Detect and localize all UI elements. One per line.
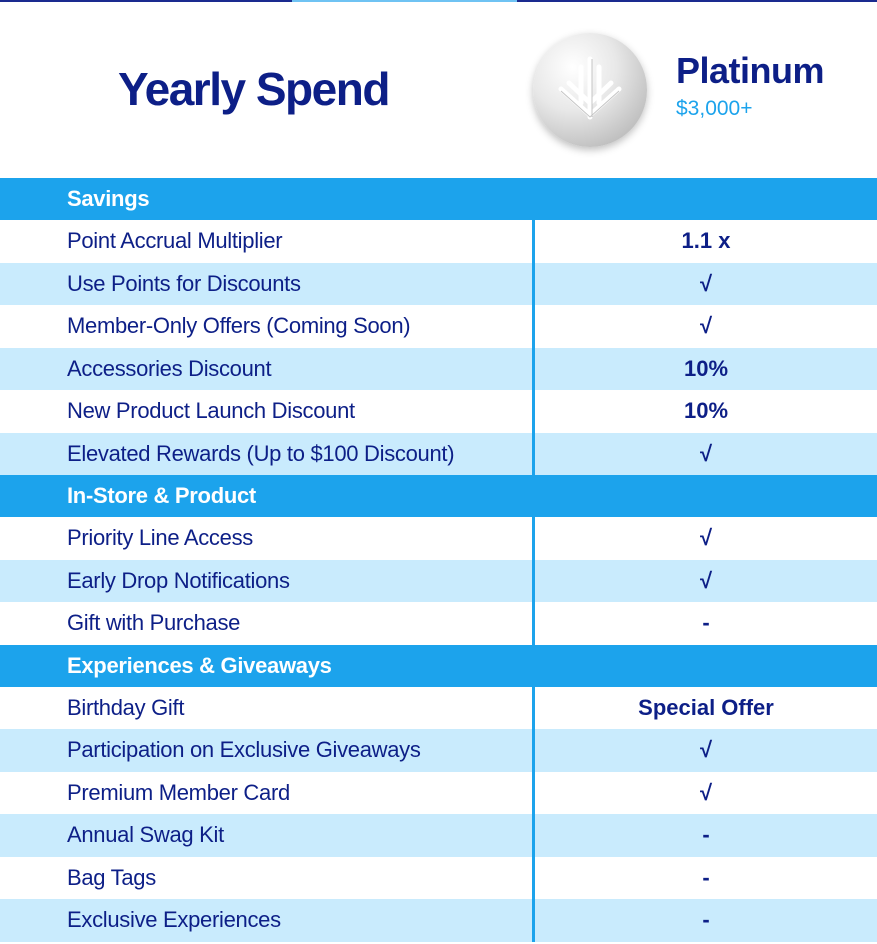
benefit-label: Point Accrual Multiplier xyxy=(67,228,283,254)
column-divider xyxy=(532,390,535,433)
top-border xyxy=(0,0,877,2)
column-divider xyxy=(532,899,535,942)
benefit-label: Priority Line Access xyxy=(67,525,253,551)
benefit-label: Exclusive Experiences xyxy=(67,907,281,933)
column-divider xyxy=(532,220,535,263)
benefit-value: - xyxy=(702,864,710,890)
column-divider xyxy=(532,771,535,814)
benefit-value: 10% xyxy=(683,398,729,424)
benefit-value: 10% xyxy=(683,355,729,381)
table-row: Gift with Purchase - xyxy=(0,602,877,645)
benefit-value: - xyxy=(702,822,710,848)
table-row: Birthday Gift Special Offer xyxy=(0,686,877,729)
column-divider xyxy=(532,686,535,729)
column-divider xyxy=(532,856,535,899)
benefit-value: √ xyxy=(699,779,713,805)
benefit-value: √ xyxy=(699,313,713,339)
table-row: Premium Member Card √ xyxy=(0,771,877,814)
benefit-value: Special Offer xyxy=(638,694,774,720)
benefit-value: √ xyxy=(699,525,713,551)
table-row: Point Accrual Multiplier 1.1 x xyxy=(0,220,877,263)
column-divider xyxy=(532,559,535,602)
benefit-label: Elevated Rewards (Up to $100 Discount) xyxy=(67,440,455,466)
page-title: Yearly Spend xyxy=(118,63,390,115)
column-divider xyxy=(532,517,535,560)
table-row: Accessories Discount 10% xyxy=(0,347,877,390)
table-row: Bag Tags - xyxy=(0,856,877,899)
table-row: Member-Only Offers (Coming Soon) √ xyxy=(0,305,877,348)
table-row: Use Points for Discounts √ xyxy=(0,262,877,305)
column-divider xyxy=(532,814,535,857)
column-divider xyxy=(532,347,535,390)
benefit-value: 1.1 x xyxy=(681,228,731,254)
header: Yearly Spend Platinum $3,000+ xyxy=(0,2,877,178)
benefit-value: √ xyxy=(699,270,713,296)
benefits-table: Savings Point Accrual Multiplier 1.1 x Use … xyxy=(0,178,877,942)
benefit-value: √ xyxy=(699,440,713,466)
table-row: Priority Line Access √ xyxy=(0,517,877,560)
table-row: Early Drop Notifications √ xyxy=(0,559,877,602)
benefit-label: Premium Member Card xyxy=(67,779,290,805)
table-row: Participation on Exclusive Giveaways √ xyxy=(0,729,877,772)
benefit-value: √ xyxy=(699,737,713,763)
column-divider xyxy=(532,729,535,772)
benefit-label: Participation on Exclusive Giveaways xyxy=(67,737,421,763)
platinum-leaf-icon xyxy=(533,33,647,147)
benefit-label: Accessories Discount xyxy=(67,355,272,381)
section-title: Savings xyxy=(67,186,150,211)
tier-price: $3,000+ xyxy=(676,97,753,120)
table-row: New Product Launch Discount 10% xyxy=(0,390,877,433)
column-divider xyxy=(532,432,535,475)
benefit-label: Member-Only Offers (Coming Soon) xyxy=(67,313,411,339)
table-row: Annual Swag Kit - xyxy=(0,814,877,857)
benefit-label: Annual Swag Kit xyxy=(67,822,224,848)
benefit-label: Bag Tags xyxy=(67,864,156,890)
section-title: Experiences & Giveaways xyxy=(67,652,332,678)
section-title: In-Store & Product xyxy=(67,483,256,508)
section-header: Experiences & Giveaways xyxy=(0,644,877,687)
section-header: Savings xyxy=(0,178,877,220)
benefit-label: Early Drop Notifications xyxy=(67,567,290,593)
tier-name: Platinum xyxy=(676,50,825,91)
benefit-label: New Product Launch Discount xyxy=(67,398,355,424)
benefit-value: - xyxy=(702,907,710,933)
benefit-value: - xyxy=(702,610,710,636)
column-divider xyxy=(532,602,535,645)
benefit-value: √ xyxy=(699,567,713,593)
benefit-label: Gift with Purchase xyxy=(67,610,241,636)
benefit-label: Use Points for Discounts xyxy=(67,270,301,296)
table-row: Elevated Rewards (Up to $100 Discount) √ xyxy=(0,432,877,475)
column-divider xyxy=(532,305,535,348)
table-row: Exclusive Experiences - xyxy=(0,899,877,942)
section-header: In-Store & Product xyxy=(0,475,877,517)
benefit-label: Birthday Gift xyxy=(67,694,185,720)
column-divider xyxy=(532,262,535,305)
